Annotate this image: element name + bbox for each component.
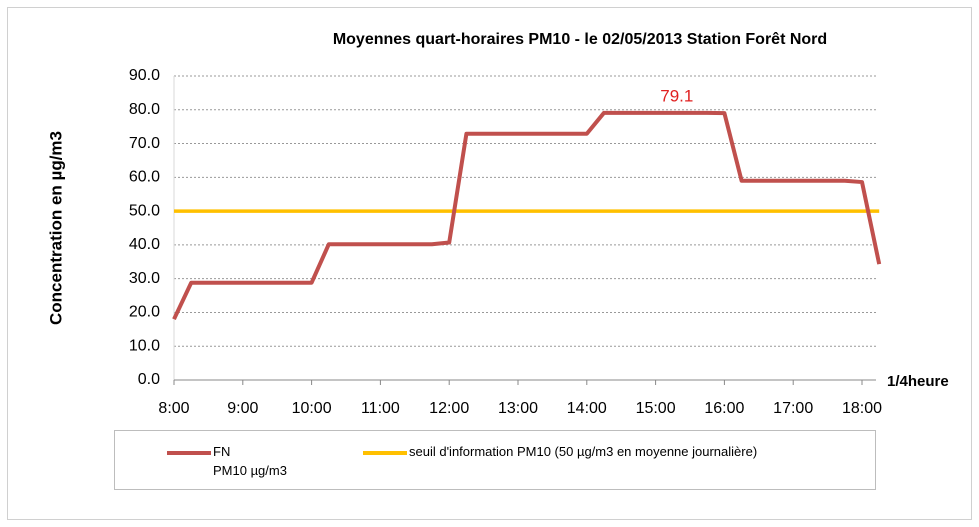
x-tick-label: 13:00 — [498, 400, 538, 417]
x-axis-label: 1/4heure — [887, 373, 949, 390]
x-tick-label: 14:00 — [567, 400, 607, 417]
y-axis-label: Concentration en µg/m3 — [46, 131, 65, 325]
y-tick-label: 10.0 — [129, 337, 160, 354]
y-tick-label: 80.0 — [129, 101, 160, 118]
x-tick-label: 9:00 — [227, 400, 258, 417]
x-tick-label: 17:00 — [773, 400, 813, 417]
legend-item: seuil d'information PM10 (50 µg/m3 en mo… — [363, 444, 758, 461]
chart-border — [7, 7, 972, 520]
series-line — [172, 110, 882, 321]
y-tick-label: 0.0 — [138, 371, 160, 388]
y-tick-label: 20.0 — [129, 304, 160, 321]
y-tick-label: 60.0 — [129, 169, 160, 186]
y-tick-label: 50.0 — [129, 202, 160, 219]
x-tick-label: 16:00 — [704, 400, 744, 417]
chart-title: Moyennes quart-horaires PM10 - le 02/05/… — [333, 31, 827, 48]
data-label: 79.1 — [660, 86, 693, 105]
y-tick-label: 70.0 — [129, 135, 160, 152]
legend-item: FN PM10 µg/m3 — [167, 444, 287, 480]
legend-swatch — [167, 451, 211, 455]
x-tick-label: 18:00 — [842, 400, 882, 417]
x-tick-label: 11:00 — [361, 400, 400, 417]
legend-label: seuil d'information PM10 (50 µg/m3 en mo… — [409, 444, 758, 459]
legend-swatch — [363, 451, 407, 455]
x-tick-label: 8:00 — [158, 400, 189, 417]
legend: FN PM10 µg/m3 seuil d'information PM10 (5… — [114, 430, 876, 490]
x-tick-label: 15:00 — [636, 400, 676, 417]
legend-label: FN PM10 µg/m3 — [213, 444, 287, 478]
y-tick-label: 90.0 — [129, 67, 160, 84]
y-tick-label: 40.0 — [129, 236, 160, 253]
x-tick-label: 12:00 — [429, 400, 469, 417]
y-tick-label: 30.0 — [129, 270, 160, 287]
x-tick-label: 10:00 — [292, 400, 332, 417]
